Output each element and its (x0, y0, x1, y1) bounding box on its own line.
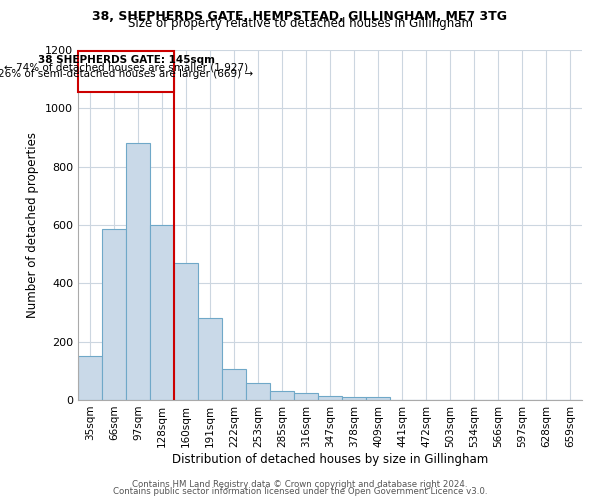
FancyBboxPatch shape (78, 52, 174, 92)
Text: 38 SHEPHERDS GATE: 145sqm: 38 SHEPHERDS GATE: 145sqm (37, 55, 215, 65)
Y-axis label: Number of detached properties: Number of detached properties (26, 132, 40, 318)
Bar (342, 397, 366, 400)
Text: Size of property relative to detached houses in Gillingham: Size of property relative to detached ho… (128, 18, 473, 30)
Text: Contains public sector information licensed under the Open Government Licence v3: Contains public sector information licen… (113, 487, 487, 496)
Bar (198, 318, 222, 400)
Text: 38, SHEPHERDS GATE, HEMPSTEAD, GILLINGHAM, ME7 3TG: 38, SHEPHERDS GATE, HEMPSTEAD, GILLINGHA… (92, 10, 508, 23)
Bar (222, 370, 246, 400)
Bar (126, 144, 150, 400)
Bar (150, 225, 174, 400)
Bar (102, 230, 126, 400)
Bar (294, 392, 318, 400)
Bar (318, 396, 342, 400)
Text: 26% of semi-detached houses are larger (669) →: 26% of semi-detached houses are larger (… (0, 69, 254, 79)
Bar (174, 263, 198, 400)
Bar (246, 382, 270, 400)
Bar (78, 356, 102, 400)
Bar (270, 391, 294, 400)
Text: Contains HM Land Registry data © Crown copyright and database right 2024.: Contains HM Land Registry data © Crown c… (132, 480, 468, 489)
X-axis label: Distribution of detached houses by size in Gillingham: Distribution of detached houses by size … (172, 452, 488, 466)
Text: ← 74% of detached houses are smaller (1,927): ← 74% of detached houses are smaller (1,… (4, 62, 248, 72)
Bar (366, 397, 390, 400)
